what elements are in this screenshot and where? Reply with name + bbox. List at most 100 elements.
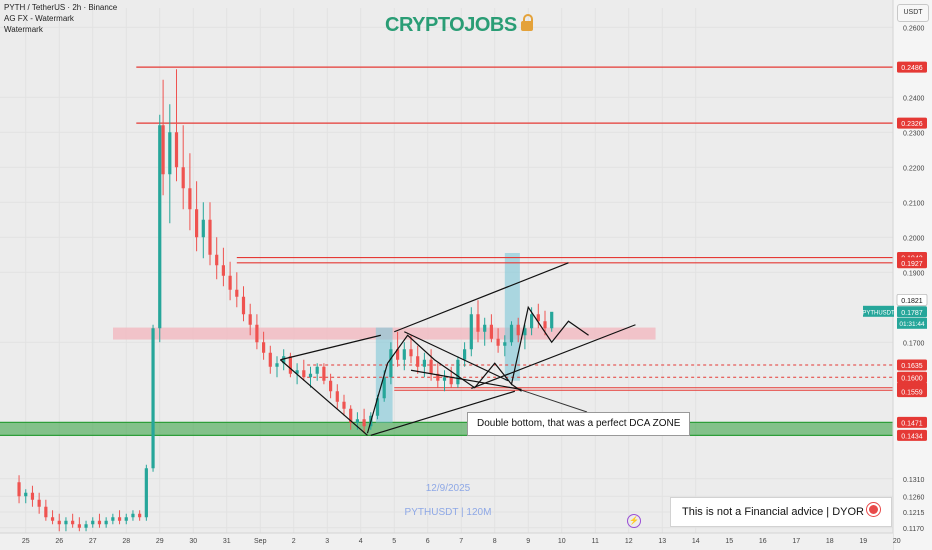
- candle: [483, 317, 487, 346]
- price-label: 0.1635: [897, 359, 927, 371]
- price-label: 0.2326: [897, 117, 927, 129]
- candle: [111, 513, 115, 525]
- lightning-icon[interactable]: ⚡: [627, 514, 641, 528]
- callout-pointer: [521, 389, 588, 413]
- candle-body: [104, 520, 108, 525]
- time-tick-label: Sep: [254, 538, 267, 545]
- disclaimer-box: This is not a Financial advice | DYOR: [670, 497, 892, 527]
- countdown-text: 01:31:44: [899, 321, 925, 328]
- candle-body: [30, 492, 35, 500]
- candle: [282, 349, 286, 371]
- time-tick-label: 19: [859, 538, 867, 545]
- candle: [228, 261, 232, 301]
- candle: [523, 324, 527, 350]
- time-tick-label: 2: [292, 538, 296, 545]
- candle-body: [476, 314, 480, 332]
- price-label-box: [897, 61, 927, 73]
- candle: [489, 314, 493, 343]
- candle-body: [429, 359, 433, 374]
- candle-body: [322, 366, 326, 381]
- candle-body: [161, 125, 165, 175]
- chart-header-symbol: PYTH / TetherUS · 2h · Binance: [4, 3, 118, 12]
- candle-body: [50, 517, 55, 521]
- price-axis-background: [893, 0, 932, 550]
- candle-body: [138, 513, 142, 518]
- candle-body: [523, 328, 527, 336]
- candle-body: [282, 356, 286, 364]
- price-label-box: [897, 386, 927, 398]
- candle-body: [262, 342, 266, 353]
- candle-body: [275, 363, 279, 367]
- candle: [389, 342, 393, 385]
- candle-body: [436, 373, 440, 381]
- price-label-box: [897, 257, 927, 269]
- price-label-text: 0.1471: [901, 420, 923, 427]
- candle-body: [241, 296, 246, 315]
- currency-button[interactable]: USDT: [897, 4, 929, 22]
- candle: [329, 373, 333, 399]
- candle: [275, 356, 279, 378]
- candle-body: [208, 219, 212, 255]
- candle: [315, 363, 319, 381]
- candle-body: [375, 398, 380, 416]
- price-label-text: 0.1559: [901, 390, 923, 397]
- candle: [503, 335, 507, 357]
- time-tick-label: 17: [792, 538, 800, 545]
- candle-body: [536, 314, 540, 322]
- price-tick-label: 0.2100: [903, 200, 925, 207]
- candle: [161, 79, 165, 196]
- double-bottom-link: [511, 383, 522, 392]
- time-tick-label: 28: [122, 538, 130, 545]
- candle-body: [550, 311, 554, 329]
- price-tick-label: 0.2400: [903, 95, 925, 102]
- candle-body: [64, 520, 68, 525]
- time-tick-label: 26: [55, 538, 63, 545]
- candle-body: [84, 524, 88, 528]
- candle: [429, 349, 433, 381]
- candle: [17, 475, 21, 504]
- price-label-text: 0.1600: [901, 375, 923, 382]
- price-label-text: 0.1787: [901, 310, 923, 317]
- candle-body: [158, 125, 162, 329]
- price-label: 0.1821: [896, 293, 928, 306]
- candle: [409, 335, 413, 364]
- time-tick-label: 18: [826, 538, 834, 545]
- time-tick-label: 6: [426, 538, 430, 545]
- price-label: 0.1559: [897, 386, 927, 398]
- disclaimer-text: This is not a Financial advice | DYOR: [682, 506, 864, 518]
- brand-title: CRYPTOJOBS: [385, 14, 533, 37]
- time-tick-label: 4: [359, 538, 363, 545]
- candle-body: [44, 506, 48, 518]
- time-tick-label: 11: [592, 538, 599, 545]
- candle: [550, 311, 554, 332]
- price-label-box: [897, 117, 927, 129]
- time-tick-label: 14: [692, 538, 700, 545]
- candle: [308, 366, 313, 388]
- candle-body: [97, 520, 102, 525]
- time-tick-label: 16: [759, 538, 767, 545]
- price-tick-label: 0.2600: [903, 25, 925, 32]
- candle: [158, 114, 162, 343]
- candle: [117, 510, 122, 525]
- candle-body: [503, 342, 507, 346]
- symbol-tag-text: PYTHUSDT: [862, 310, 895, 316]
- support-zone: [0, 422, 893, 436]
- candle-body: [221, 265, 225, 276]
- time-tick-label: 13: [658, 538, 666, 545]
- candle: [255, 314, 259, 350]
- candle-body: [355, 419, 359, 423]
- ascending-top-line: [394, 262, 569, 333]
- candle-body: [91, 520, 95, 525]
- candle-body: [174, 132, 179, 168]
- candle-body: [329, 380, 333, 392]
- candle-body: [295, 370, 299, 374]
- price-label: 0.1434: [897, 429, 927, 441]
- candle-body: [228, 275, 232, 290]
- candle-body: [516, 324, 520, 336]
- candle-body: [496, 338, 500, 346]
- ascending-bottom-line: [471, 324, 636, 390]
- falling-wedge-top: [410, 369, 522, 391]
- candle-body: [543, 321, 547, 329]
- price-label: 0.1600: [897, 371, 927, 383]
